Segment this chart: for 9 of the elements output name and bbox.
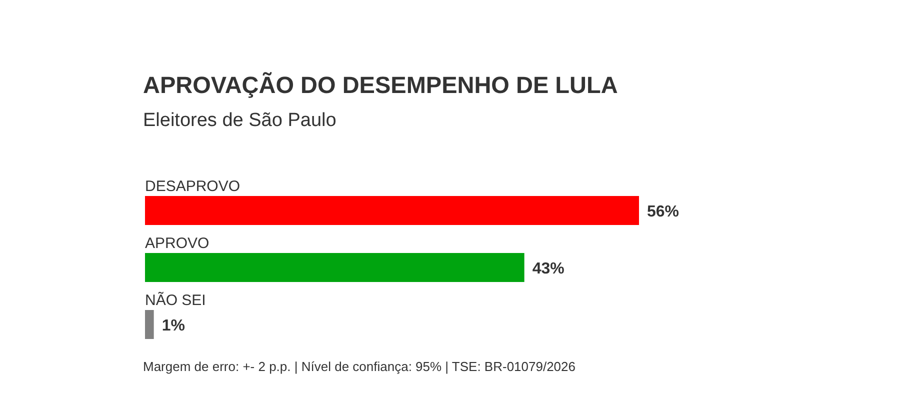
text: Margem de erro: +- 2 p.p. | Nível de confiança: 95% | TSE: BR-01079/2026	[143, 359, 576, 374]
data-label: 1%	[162, 318, 185, 334]
chart-title: APROVAÇÃO DO DESEMPENHO DE LULA	[143, 72, 618, 98]
y-tick-label: DESAPROVO	[145, 178, 240, 195]
data-label: 56%	[647, 204, 680, 220]
y-tick-label: APROVO	[145, 235, 210, 252]
data-label: 43%	[532, 260, 564, 278]
chart-subtitle: Eleitores de São Paulo	[143, 110, 336, 131]
y-tick-label: NÃO SEI	[145, 291, 206, 309]
